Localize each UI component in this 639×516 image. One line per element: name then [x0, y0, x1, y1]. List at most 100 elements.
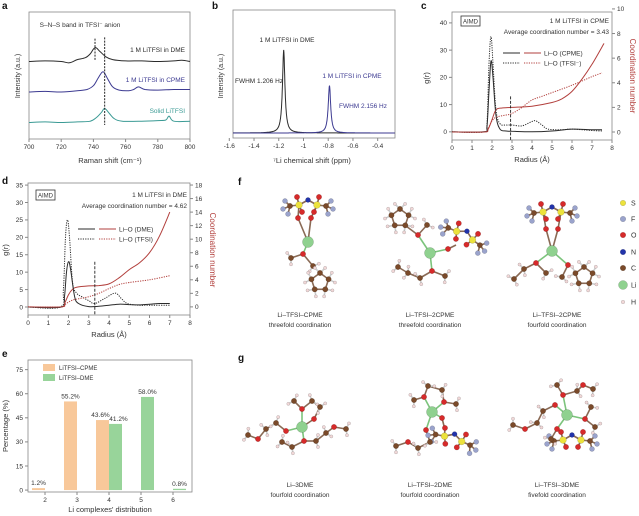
legend-label: Li–O (TFSI) [119, 236, 153, 243]
atom-o [522, 426, 528, 432]
x-axis-label: Li complexes' distribution [68, 505, 152, 514]
x-tick-label: 740 [88, 144, 99, 151]
x-tick-label: 700 [24, 144, 35, 151]
atom-h [323, 401, 328, 406]
atom-f [529, 218, 535, 224]
atom-c [411, 397, 417, 403]
atom-h [330, 270, 334, 275]
atom-c [453, 401, 459, 407]
atom-c [588, 404, 594, 410]
atom-o [421, 394, 427, 400]
x-tick-label: 3 [87, 320, 91, 327]
atom-h [506, 274, 511, 278]
atom-h [291, 451, 295, 456]
y2-tick-label: 8 [617, 31, 621, 38]
y-axis-label: Percentage (%) [1, 399, 10, 452]
atom-f [328, 198, 334, 204]
panel-letter-f: f [238, 177, 242, 188]
atom-c [427, 439, 433, 445]
atom-c [273, 420, 279, 426]
atom-li [302, 236, 314, 248]
atom-h [595, 382, 599, 386]
atom-c [586, 280, 593, 287]
atom-c [554, 382, 560, 388]
atom-h [322, 294, 326, 299]
atom-o [575, 444, 581, 450]
y-tick-label: 0 [443, 129, 447, 136]
atom-h [515, 282, 519, 287]
atom-h [442, 280, 447, 285]
atom-h [553, 274, 558, 278]
y2-tick-label: 2 [195, 291, 199, 298]
atom-h [553, 442, 557, 446]
atom-h [598, 421, 603, 426]
molecule-li-tfsi-2cpme-3 [383, 202, 490, 286]
atom-o [442, 440, 449, 447]
atom-c [291, 398, 297, 404]
atom-f [285, 211, 291, 217]
atom-s [458, 437, 466, 446]
atom-f [483, 240, 490, 246]
x-tick-label: -0.6 [347, 143, 359, 150]
atom-h [517, 262, 522, 267]
y-tick-label: 30 [440, 47, 448, 54]
x-tick-label: 3 [510, 145, 514, 152]
atom-h [564, 279, 569, 284]
atom-s [313, 201, 321, 209]
atom-h [567, 274, 571, 279]
atom-o [311, 416, 317, 422]
atom-li [426, 406, 438, 418]
rdf-cn-1 [451, 72, 603, 133]
aimd-tag: AIMD [38, 193, 54, 199]
y2-tick-label: 10 [617, 6, 625, 13]
atom-o [554, 426, 560, 432]
atom-s [557, 208, 565, 216]
molecule-li-3dme [242, 393, 351, 456]
atom-li [546, 245, 558, 257]
atom-s [468, 236, 477, 244]
coordination-subtitle: Average coordination number = 4.62 [82, 203, 188, 210]
atom-h [391, 269, 395, 273]
rdf-cn-1 [27, 275, 170, 308]
atom-h [306, 270, 310, 275]
x-tick-label: -1.2 [273, 143, 285, 150]
panel-letter-g: g [238, 353, 244, 364]
atom-h [413, 216, 417, 221]
atom-o [299, 406, 305, 412]
chart-title: 1 M LiTFSI in DME [132, 192, 188, 199]
atom-h [386, 206, 390, 211]
y2-tick-label: 18 [195, 182, 203, 189]
x-axis-label: Raman shift (cm⁻¹) [78, 156, 142, 165]
molecule-li-tfsi-3dme [507, 378, 603, 452]
x-tick-label: 3 [75, 497, 79, 504]
x-tick-label: 8 [610, 145, 614, 152]
atom-o [560, 201, 566, 207]
atom-c [425, 383, 431, 389]
molecule-coordination: fourfold coordination [528, 322, 587, 329]
fwhm-label-cpme: FWHM 2.156 Hz [339, 103, 387, 110]
atom-f [594, 441, 600, 447]
atom-s [539, 208, 547, 216]
atom-o [543, 226, 549, 232]
legend-atom-li-icon [618, 280, 628, 290]
atom-h [591, 431, 595, 435]
atom-h [246, 426, 251, 431]
legend-label: LiTFSI–CPME [59, 366, 97, 372]
atom-o [475, 230, 481, 237]
atom-h [285, 251, 290, 255]
atom-c [572, 270, 579, 277]
raman-series-0 [28, 47, 191, 64]
y2-tick-label: 2 [617, 105, 621, 112]
atom-legend-label: C [631, 266, 636, 273]
atom-h [394, 230, 398, 235]
atom-c [592, 424, 598, 430]
atom-f [475, 250, 481, 256]
x-tick-label: 1 [470, 145, 474, 152]
atom-o [439, 415, 445, 421]
atom-h [402, 230, 406, 235]
atom-c [289, 444, 295, 450]
atom-h [455, 408, 459, 413]
y2-tick-label: 16 [195, 196, 203, 203]
y-tick-label: 15 [16, 463, 24, 470]
